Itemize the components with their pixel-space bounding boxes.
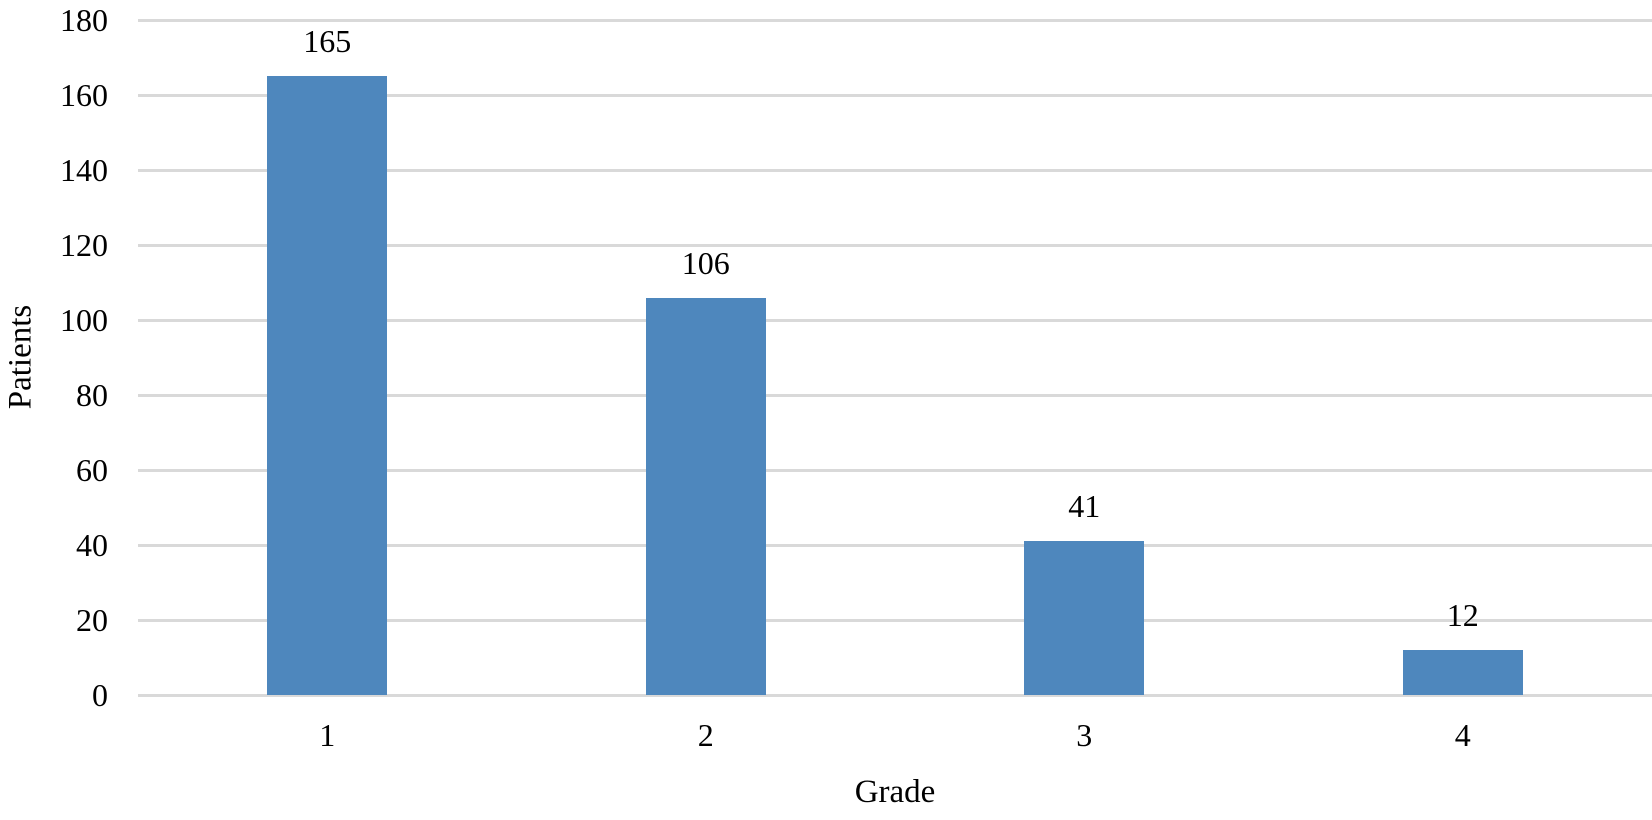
x-axis-tick-label: 3 [1076,717,1093,753]
bar-value-label: 41 [1068,488,1101,525]
y-axis-tick-label: 160 [60,77,108,113]
gridline [138,543,1652,547]
bar [1024,541,1145,695]
x-axis-tick-label: 4 [1454,717,1471,753]
gridline [138,168,1652,172]
x-axis-line [138,693,1652,697]
bar-value-label: 106 [681,244,730,281]
bar [645,297,766,695]
bar [267,76,388,695]
y-axis-tick-label: 40 [76,527,108,563]
gridline [138,393,1652,397]
x-axis-tick-label: 1 [319,717,336,753]
y-axis-tick-label: 0 [92,677,108,713]
gridline [138,18,1652,22]
y-axis-tick-label: 180 [60,2,108,38]
y-axis-tick-label: 60 [76,452,108,488]
y-axis-tick-label: 140 [60,152,108,188]
bar [1402,650,1523,695]
bar-value-label: 165 [303,23,352,60]
bar-value-label: 12 [1446,597,1479,633]
gridline [138,318,1652,322]
x-axis-tick-label: 2 [697,717,714,753]
y-axis-tick-label: 100 [60,302,108,338]
y-axis-tick-label: 80 [76,377,108,413]
gridline [138,618,1652,622]
gridline [138,468,1652,472]
x-axis-title: Grade [854,774,936,810]
plot-area: 165 106 41 12 [138,18,1652,697]
gridline [138,93,1652,97]
y-axis-tick-label: 120 [60,227,108,263]
y-axis-tick-label: 20 [76,602,108,638]
gridline [138,243,1652,247]
